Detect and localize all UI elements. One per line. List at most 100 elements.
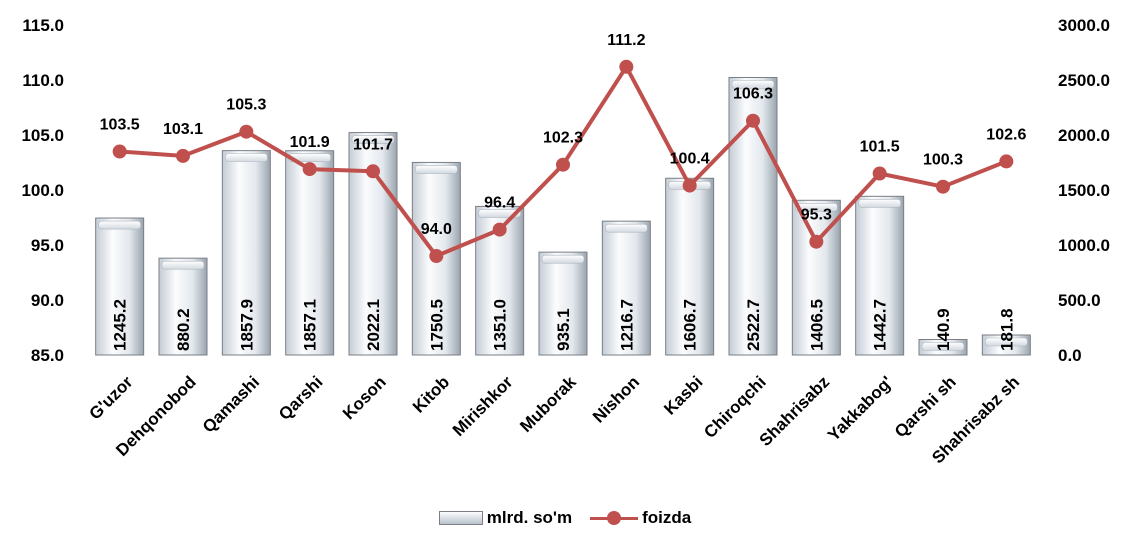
bar-value-label: 880.2 bbox=[174, 308, 193, 351]
bar-bevel bbox=[858, 199, 901, 208]
line-value-label: 111.2 bbox=[607, 32, 645, 49]
bar-value-label: 1406.5 bbox=[807, 299, 826, 351]
category-label: Yakkabog' bbox=[824, 372, 896, 444]
left-y-axis: 85.0 90.0 95.0 100.0 105.0 110.0 115.0 bbox=[21, 16, 64, 365]
left-tick-label: 100.0 bbox=[21, 181, 64, 200]
line-value-label: 101.7 bbox=[353, 136, 393, 153]
legend-line-swatch bbox=[590, 511, 639, 525]
left-tick-label: 115.0 bbox=[22, 16, 64, 35]
line-value-label: 102.6 bbox=[986, 126, 1026, 143]
line-value-label: 95.3 bbox=[801, 207, 832, 224]
bar bbox=[665, 177, 715, 356]
bar-bevel bbox=[225, 153, 268, 162]
line-marker bbox=[492, 222, 507, 237]
line-marker bbox=[556, 157, 570, 172]
bar-bevel bbox=[478, 209, 521, 218]
line-marker bbox=[112, 144, 127, 159]
category-label: Qarshi bbox=[275, 372, 327, 424]
bar-bevel bbox=[98, 220, 141, 230]
legend-bar-label: mlrd. so'm bbox=[486, 508, 573, 527]
bar bbox=[158, 257, 208, 356]
right-tick-label: 1500.0 bbox=[1058, 181, 1110, 200]
bar-value-label: 1606.7 bbox=[681, 299, 700, 351]
line-marker bbox=[872, 166, 887, 181]
left-tick-label: 85.0 bbox=[31, 346, 64, 365]
category-label: Qamashi bbox=[199, 372, 263, 436]
line-value-label: 94.0 bbox=[421, 221, 452, 238]
category-label: Muborak bbox=[516, 372, 580, 436]
bar-value-label: 140.9 bbox=[934, 308, 953, 351]
bar-value-label: 935.1 bbox=[554, 308, 573, 351]
line-marker bbox=[302, 162, 317, 177]
right-tick-label: 1000.0 bbox=[1058, 236, 1110, 255]
left-tick-label: 110.0 bbox=[22, 71, 64, 90]
bar bbox=[538, 251, 588, 356]
bar-value-label: 181.8 bbox=[997, 308, 1016, 351]
line-marker bbox=[936, 179, 950, 194]
bar-value-label: 2522.7 bbox=[744, 299, 763, 351]
line-value-label: 105.3 bbox=[226, 97, 266, 114]
legend-item-line: foizda bbox=[590, 508, 691, 528]
bar-value-label: 1351.0 bbox=[491, 299, 510, 351]
bar bbox=[285, 150, 335, 356]
bar-value-label: 1857.1 bbox=[301, 299, 320, 351]
line-marker bbox=[176, 148, 190, 163]
right-tick-label: 3000.0 bbox=[1058, 16, 1110, 35]
line-marker bbox=[366, 164, 380, 179]
line-marker bbox=[999, 154, 1014, 169]
category-label: Koson bbox=[339, 372, 390, 423]
right-tick-label: 500.0 bbox=[1058, 291, 1101, 310]
line-marker bbox=[429, 249, 444, 263]
bar bbox=[855, 195, 905, 356]
category-label: Nishon bbox=[589, 372, 643, 426]
right-tick-label: 2500.0 bbox=[1058, 71, 1110, 90]
line-value-label: 100.4 bbox=[670, 151, 710, 168]
line-value-label: 106.3 bbox=[733, 86, 773, 103]
legend: mlrd. so'm foizda bbox=[0, 508, 1130, 528]
bar-bevel bbox=[795, 202, 838, 212]
right-y-axis: 0.0 500.0 1000.0 1500.0 2000.0 2500.0 3000.0 bbox=[1058, 16, 1110, 365]
legend-line-label: foizda bbox=[642, 508, 692, 527]
line-value-label: 101.5 bbox=[860, 139, 900, 156]
line-marker bbox=[809, 234, 824, 249]
line-value-label: 101.9 bbox=[290, 134, 330, 151]
bar-bevel bbox=[415, 165, 458, 174]
bar-bevel bbox=[541, 254, 585, 264]
line-marker bbox=[746, 113, 760, 128]
bar bbox=[221, 150, 271, 356]
line-value-label: 102.3 bbox=[543, 130, 583, 147]
category-label: G'uzor bbox=[85, 372, 136, 423]
left-tick-label: 95.0 bbox=[31, 236, 64, 255]
line-value-label: 100.3 bbox=[923, 152, 963, 169]
category-label: Kitob bbox=[409, 372, 453, 416]
left-tick-label: 90.0 bbox=[31, 291, 64, 310]
line-value-label: 103.1 bbox=[163, 121, 203, 138]
legend-bar-swatch bbox=[438, 511, 483, 525]
bar bbox=[601, 220, 651, 356]
bar-value-label: 1245.2 bbox=[111, 299, 130, 351]
bar-value-label: 1216.7 bbox=[617, 299, 636, 351]
line-marker bbox=[619, 59, 634, 74]
category-label: Mirishkor bbox=[449, 372, 517, 440]
line-value-label: 103.5 bbox=[100, 117, 140, 134]
right-tick-label: 2000.0 bbox=[1058, 126, 1110, 145]
category-label: Qarshi sh bbox=[891, 372, 960, 441]
bar-bevel bbox=[351, 135, 395, 144]
category-label: Kasbi bbox=[660, 372, 706, 418]
line-series: 103.5 103.1 105.3 101.9 101.7 94.0 96.4 102.3 11… bbox=[100, 32, 1026, 263]
line-marker bbox=[239, 124, 254, 139]
bar-bevel bbox=[985, 337, 1028, 347]
bar-value-label: 1857.9 bbox=[237, 299, 256, 351]
bar-bevel bbox=[161, 260, 205, 270]
left-tick-label: 105.0 bbox=[21, 126, 64, 145]
bar-bevel bbox=[731, 80, 775, 89]
bar-value-label: 2022.1 bbox=[364, 299, 383, 351]
bar bbox=[95, 217, 145, 356]
bar-value-label: 1442.7 bbox=[871, 299, 890, 351]
legend-item-bars: mlrd. so'm bbox=[438, 508, 573, 528]
bar-series: 1245.2 880.2 1857.9 1857.1 2022.1 1750.5 1351.… bbox=[95, 77, 1031, 356]
bar-bevel bbox=[921, 342, 965, 351]
bar-value-label: 1750.5 bbox=[427, 299, 446, 351]
